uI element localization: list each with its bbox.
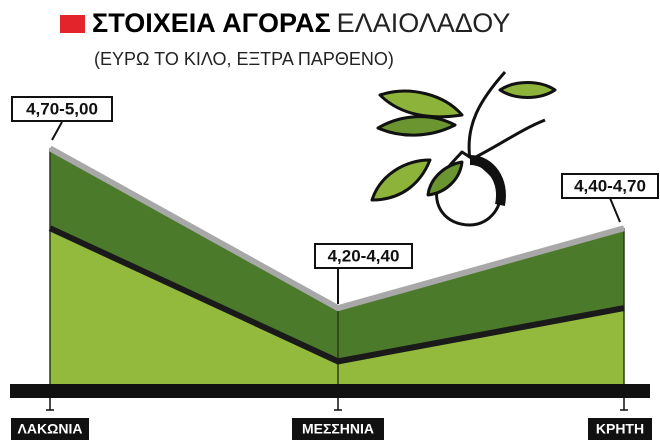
title-marker bbox=[60, 15, 85, 33]
leaf bbox=[426, 160, 464, 197]
value-label-box bbox=[11, 96, 113, 122]
leaf bbox=[378, 89, 464, 119]
category-label: ΛΑΚΩΝΙΑ bbox=[18, 421, 83, 437]
chart-subtitle: (ΕΥΡΩ ΤΟ ΚΙΛΟ, ΕΞΤΡΑ ΠΑΡΘΕΝΟ) bbox=[94, 49, 394, 69]
chart-title: ΣΤΟΙΧΕΙΑ ΑΓΟΡΑΣ ΕΛΑΙΟΛΑΔΟΥ bbox=[92, 8, 510, 38]
high-line bbox=[48, 145, 625, 312]
title-light: ΕΛΑΙΟΛΑΔΟΥ bbox=[337, 8, 511, 38]
label-leader bbox=[51, 121, 63, 141]
area-below-low bbox=[50, 228, 624, 388]
title-bold: ΣΤΟΙΧΕΙΑ ΑΓΟΡΑΣ bbox=[92, 8, 331, 38]
category-box bbox=[588, 418, 652, 440]
category-label: ΚΡΗΤΗ bbox=[596, 421, 644, 437]
leaf bbox=[370, 158, 432, 202]
branch bbox=[467, 71, 507, 161]
value-label-box bbox=[314, 243, 413, 269]
branch bbox=[469, 118, 546, 162]
olive-branch bbox=[370, 71, 557, 227]
value-label-box bbox=[561, 173, 659, 199]
plot-area: ΛΑΚΩΝΙΑ 4,70-5,00 ΜΕΣΣΗΝΙΑ 4,20-4,40 ΚΡΗΤΗ 4,… bbox=[10, 96, 659, 440]
value-label: 4,20-4,40 bbox=[328, 246, 400, 265]
range-band bbox=[50, 148, 624, 362]
category-box bbox=[292, 418, 384, 440]
olive-shade bbox=[469, 155, 506, 206]
baseline-bar bbox=[10, 384, 650, 398]
label-leader bbox=[609, 197, 621, 223]
low-line bbox=[48, 225, 625, 365]
category-label: ΜΕΣΣΗΝΙΑ bbox=[302, 421, 374, 437]
leaf bbox=[498, 81, 557, 99]
value-label: 4,40-4,70 bbox=[574, 176, 646, 195]
category-box bbox=[11, 418, 89, 440]
value-label: 4,70-5,00 bbox=[26, 99, 98, 118]
leaf bbox=[376, 115, 457, 137]
